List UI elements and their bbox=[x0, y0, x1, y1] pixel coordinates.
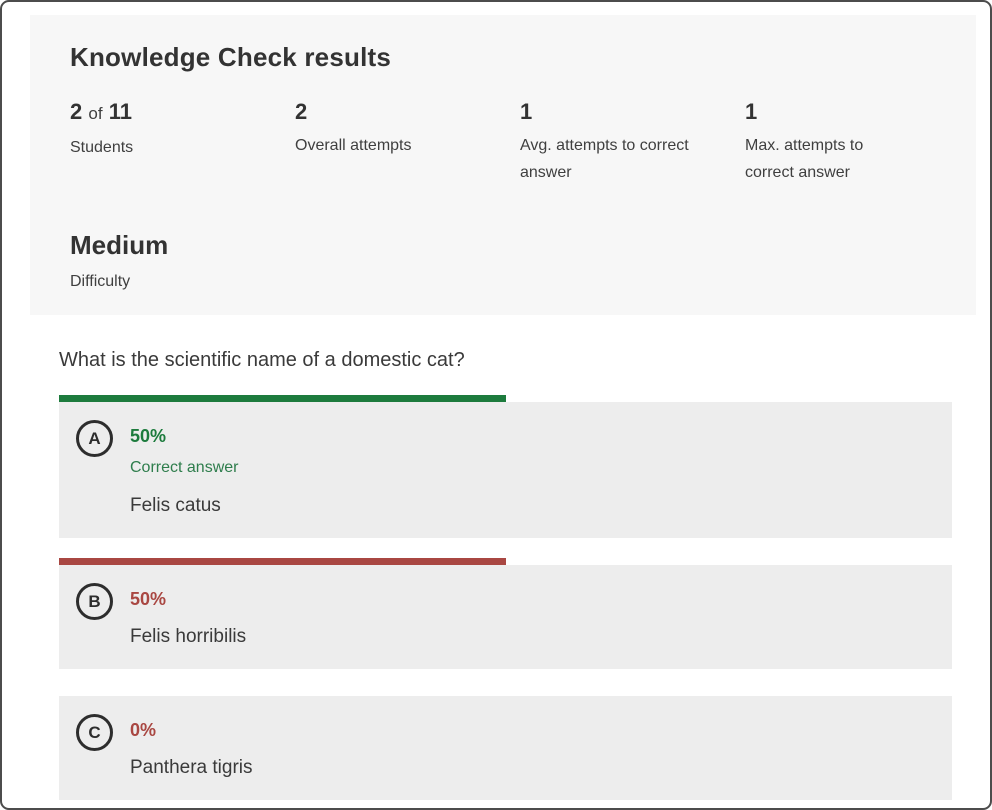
answer-option-b: B 50% Felis horribilis bbox=[59, 558, 952, 669]
students-count: 2 bbox=[70, 99, 83, 124]
option-percent-a: 50% bbox=[130, 426, 167, 446]
option-answer-text-c: Panthera tigris bbox=[130, 757, 253, 778]
stat-students-value: 2 of 11 bbox=[70, 98, 295, 128]
answer-option-c: C 0% Panthera tigris bbox=[59, 689, 952, 800]
stat-avg-attempts: 1 Avg. attempts to correct answer bbox=[520, 98, 745, 186]
stat-avg-attempts-value: 1 bbox=[520, 99, 533, 124]
stat-students-label: Students bbox=[70, 139, 134, 156]
option-letter-badge-b: B bbox=[76, 583, 113, 620]
question-section: What is the scientific name of a domesti… bbox=[59, 347, 952, 800]
stat-avg-attempts-label: Avg. attempts to correct answer bbox=[520, 137, 689, 181]
option-body-b: 50% Felis horribilis bbox=[130, 581, 246, 650]
option-letter-badge-a: A bbox=[76, 420, 113, 457]
page-title: Knowledge Check results bbox=[70, 42, 392, 72]
summary-panel: Knowledge Check results 2 of 11 Students… bbox=[30, 15, 976, 315]
answer-option-a: A 50% Correct answer Felis catus bbox=[59, 395, 952, 538]
result-bar-a bbox=[59, 395, 506, 402]
answer-options-list: A 50% Correct answer Felis catus B 50% F… bbox=[59, 395, 952, 800]
stats-row: 2 of 11 Students 2 Overall attempts 1 Av… bbox=[70, 98, 956, 186]
option-body-c: 0% Panthera tigris bbox=[130, 712, 253, 781]
stat-overall-attempts-label: Overall attempts bbox=[295, 137, 412, 154]
stat-students: 2 of 11 Students bbox=[70, 98, 295, 186]
difficulty-value: Medium bbox=[70, 230, 169, 260]
correct-answer-label: Correct answer bbox=[130, 459, 239, 476]
stat-overall-attempts-value: 2 bbox=[295, 99, 308, 124]
option-letter-badge-c: C bbox=[76, 714, 113, 751]
stat-max-attempts-value: 1 bbox=[745, 99, 758, 124]
option-percent-c: 0% bbox=[130, 720, 157, 740]
answer-card-b: B 50% Felis horribilis bbox=[59, 565, 952, 669]
option-answer-text-a: Felis catus bbox=[130, 495, 221, 516]
stat-max-attempts-label: Max. attempts to correct answer bbox=[745, 137, 864, 181]
question-text: What is the scientific name of a domesti… bbox=[59, 349, 465, 371]
result-bar-b bbox=[59, 558, 506, 565]
answer-card-c: C 0% Panthera tigris bbox=[59, 696, 952, 800]
students-of-connector: of bbox=[88, 104, 103, 123]
option-body-a: 50% Correct answer Felis catus bbox=[130, 418, 238, 519]
stat-overall-attempts: 2 Overall attempts bbox=[295, 98, 520, 186]
difficulty-label: Difficulty bbox=[70, 273, 131, 290]
option-percent-b: 50% bbox=[130, 589, 167, 609]
option-answer-text-b: Felis horribilis bbox=[130, 626, 247, 647]
stat-max-attempts: 1 Max. attempts to correct answer bbox=[745, 98, 970, 186]
answer-card-a: A 50% Correct answer Felis catus bbox=[59, 402, 952, 538]
students-total: 11 bbox=[108, 99, 132, 124]
difficulty-block: Medium Difficulty bbox=[70, 230, 956, 295]
